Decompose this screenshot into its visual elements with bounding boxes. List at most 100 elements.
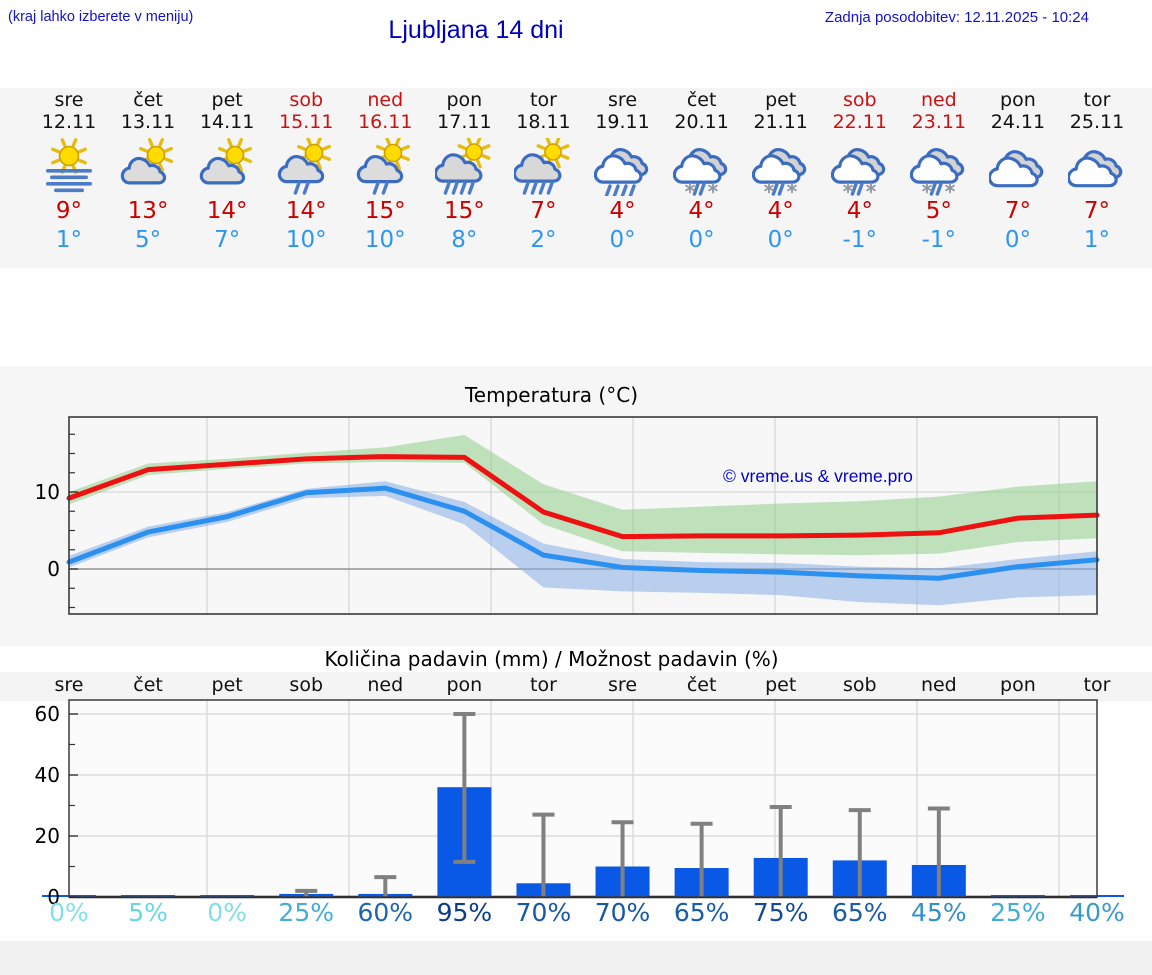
day-name: sre bbox=[608, 89, 638, 111]
weather-icon-rain-sun-heavy bbox=[435, 138, 493, 196]
temp-max: 4° bbox=[688, 198, 715, 224]
temp-max: 15° bbox=[364, 198, 406, 224]
weather-icon-rain-sun-heavy bbox=[514, 138, 572, 196]
weather-icon-sleet bbox=[909, 138, 968, 196]
forecast-day: ned 23.11 5° -1° bbox=[899, 88, 979, 268]
day-name: sre bbox=[54, 89, 84, 111]
temp-max: 14° bbox=[285, 198, 327, 224]
precip-probability-value: 65% bbox=[673, 898, 730, 927]
weather-icon-partly-cloudy bbox=[198, 138, 256, 196]
temp-max: 4° bbox=[846, 198, 873, 224]
precip-day-label: pet bbox=[211, 674, 243, 696]
temp-min: 1° bbox=[1083, 227, 1111, 253]
temp-min: -1° bbox=[842, 227, 877, 253]
day-date: 18.11 bbox=[516, 111, 571, 133]
precip-probability-value: 60% bbox=[357, 898, 414, 927]
forecast-day: pon 17.11 15° 8° bbox=[424, 88, 504, 268]
temp-max: 14° bbox=[206, 198, 248, 224]
precip-probability-value: 95% bbox=[436, 898, 493, 927]
svg-text:0: 0 bbox=[47, 557, 60, 581]
forecast-day: pon 24.11 7° 0° bbox=[978, 88, 1058, 268]
footer-strip bbox=[0, 941, 1152, 975]
temp-max: 7° bbox=[1083, 198, 1111, 224]
weather-icon-cloudy bbox=[1068, 138, 1126, 196]
precip-probability-value: 40% bbox=[1069, 898, 1125, 927]
watermark-link[interactable]: © vreme.us & vreme.pro bbox=[723, 466, 913, 486]
last-updated-text: Zadnja posodobitev: 12.11.2025 - 10:24 bbox=[824, 9, 1089, 26]
day-date: 13.11 bbox=[120, 111, 176, 133]
day-date: 25.11 bbox=[1069, 111, 1125, 133]
precip-probability-row: 0% 5% 0% 25% 60% 95% 70% 70% 65% 75% 65% 45% 25% 40% bbox=[0, 898, 1152, 938]
temp-min: 10° bbox=[364, 227, 406, 253]
precip-day-label: sob bbox=[842, 674, 877, 696]
temp-min: 0° bbox=[1004, 227, 1031, 253]
day-date: 23.11 bbox=[911, 111, 967, 133]
day-date: 17.11 bbox=[437, 111, 492, 133]
menu-hint-text: (kraj lahko izberete v meniju) bbox=[8, 9, 194, 25]
temp-min: 5° bbox=[134, 227, 162, 253]
day-name: sob bbox=[289, 89, 324, 111]
temperature-chart-title: Temperatura (°C) bbox=[464, 383, 638, 407]
temp-max: 4° bbox=[767, 198, 794, 224]
svg-text:60: 60 bbox=[35, 702, 60, 726]
precip-day-labels-row: sre čet pet sob ned pon tor sre čet pet sob ned pon t… bbox=[0, 672, 1152, 701]
weather-icon-sleet bbox=[751, 138, 810, 196]
forecast-day: ned 16.11 15° 10° bbox=[345, 88, 425, 268]
weather-icon-rain-sun bbox=[356, 138, 414, 196]
temp-max: 4° bbox=[609, 198, 636, 224]
weather-icon-sleet bbox=[830, 138, 889, 196]
temp-max: 15° bbox=[443, 198, 485, 224]
forecast-day: tor 18.11 7° 2° bbox=[503, 88, 583, 268]
day-name: čet bbox=[133, 89, 163, 111]
temperature-chart: 0 10 bbox=[35, 416, 1100, 615]
temp-max: 5° bbox=[925, 198, 952, 224]
temp-min: 8° bbox=[451, 227, 478, 253]
day-name: pet bbox=[211, 89, 243, 111]
svg-text:40: 40 bbox=[35, 763, 60, 787]
precip-day-label: sre bbox=[608, 674, 638, 696]
precip-probability-value: 25% bbox=[278, 898, 334, 927]
temp-min: 7° bbox=[214, 227, 241, 253]
precip-day-label: tor bbox=[530, 674, 557, 696]
forecast-day: pet 14.11 14° 7° bbox=[187, 88, 267, 268]
temp-max: 7° bbox=[530, 198, 557, 224]
weather-icon-rain bbox=[593, 138, 652, 196]
day-name: pet bbox=[765, 89, 797, 111]
forecast-day: pet 21.11 4° 0° bbox=[741, 88, 821, 268]
svg-text:10: 10 bbox=[35, 480, 60, 504]
temp-max: 7° bbox=[1004, 198, 1031, 224]
precip-day-label: ned bbox=[920, 674, 957, 696]
day-name: pon bbox=[1000, 89, 1036, 111]
weather-icon-cloudy bbox=[988, 138, 1047, 196]
precip-day-label: sre bbox=[54, 674, 84, 696]
precip-day-label: pon bbox=[446, 674, 483, 696]
weather-icon-fog-sun bbox=[40, 138, 98, 196]
day-date: 21.11 bbox=[753, 111, 808, 133]
precip-probability-value: 0% bbox=[207, 898, 247, 927]
forecast-day: sob 22.11 4° -1° bbox=[820, 88, 900, 268]
day-name: sob bbox=[842, 89, 877, 111]
day-date: 24.11 bbox=[990, 111, 1046, 133]
forecast-day: čet 20.11 4° 0° bbox=[662, 88, 742, 268]
precip-chart: 0 20 40 60 bbox=[35, 699, 1124, 909]
precip-day-label: tor bbox=[1083, 674, 1111, 696]
precip-probability-value: 70% bbox=[594, 898, 651, 927]
weather-icon-rain-sun bbox=[277, 138, 335, 196]
temp-min: 10° bbox=[285, 227, 327, 253]
forecast-day: sre 12.11 9° 1° bbox=[29, 88, 109, 268]
day-date: 19.11 bbox=[595, 111, 650, 133]
weather-icon-sleet bbox=[672, 138, 731, 196]
temp-min: -1° bbox=[921, 227, 957, 253]
precip-probability-value: 45% bbox=[911, 898, 967, 927]
precip-day-label: pet bbox=[765, 674, 797, 696]
day-name: ned bbox=[367, 89, 404, 111]
precip-probability-value: 65% bbox=[831, 898, 888, 927]
precip-day-label: čet bbox=[133, 674, 163, 696]
precip-chart-title: Količina padavin (mm) / Možnost padavin … bbox=[324, 647, 779, 671]
day-name: tor bbox=[530, 89, 557, 111]
forecast-day: sre 19.11 4° 0° bbox=[583, 88, 663, 268]
precip-day-label: sob bbox=[289, 674, 324, 696]
temp-min: 1° bbox=[55, 227, 83, 253]
day-name: čet bbox=[686, 89, 717, 111]
